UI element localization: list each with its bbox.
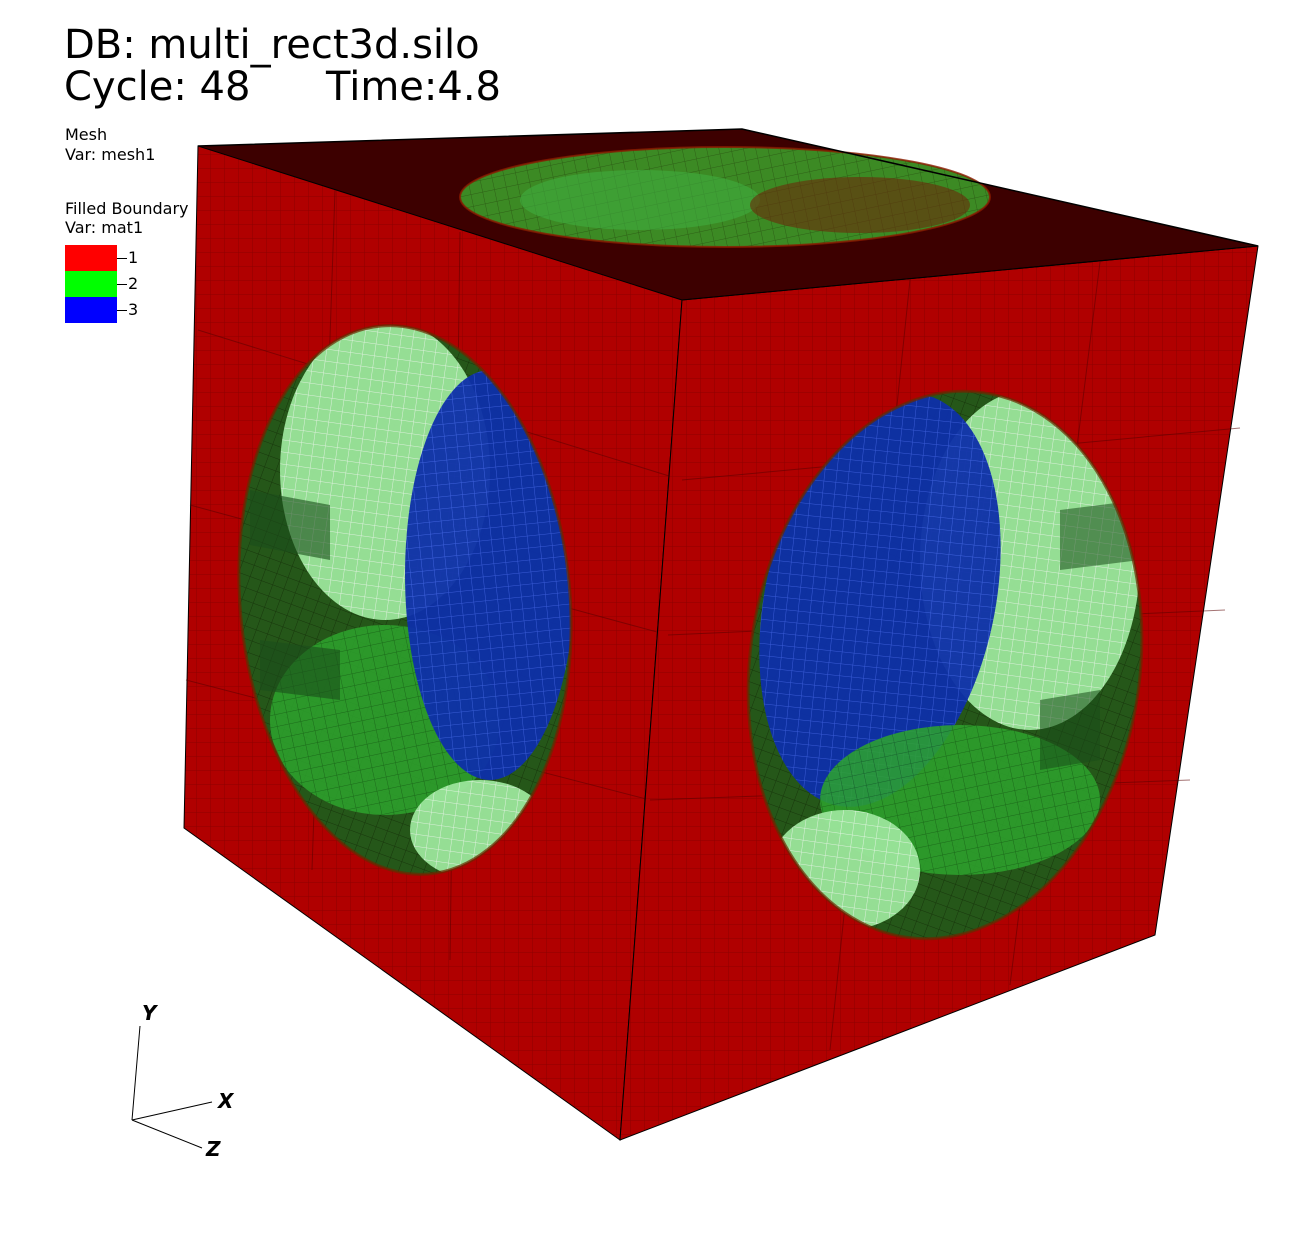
mesh-legend-title: Mesh [65,125,108,144]
database-title: DB: multi_rect3d.silo [64,22,480,68]
boundary-legend-var: Var: mat1 [65,218,144,237]
axis-z-label: Z [205,1137,221,1161]
legend-swatch-1 [65,245,117,271]
legend-label-1: 1 [128,248,139,267]
legend-label-3: 3 [128,300,139,319]
cycle-label: Cycle: 48 [64,64,251,110]
legend-swatch-3 [65,297,117,323]
legend-swatch-2 [65,271,117,297]
boundary-legend-title: Filled Boundary [65,199,189,218]
legend-tick-1 [117,258,127,259]
top-opening [460,147,990,247]
axis-triad: Y X Z [131,1001,235,1161]
legend-tick-2 [117,284,127,285]
mesh-legend-var: Var: mesh1 [65,145,156,164]
axis-y-label: Y [142,1001,159,1025]
legend-label-2: 2 [128,274,139,293]
cycle-time-line: Cycle: 48 Time:4.8 [64,64,501,110]
axis-x-label: X [216,1089,235,1113]
legend-tick-3 [117,310,127,311]
time-label: Time:4.8 [326,64,501,110]
